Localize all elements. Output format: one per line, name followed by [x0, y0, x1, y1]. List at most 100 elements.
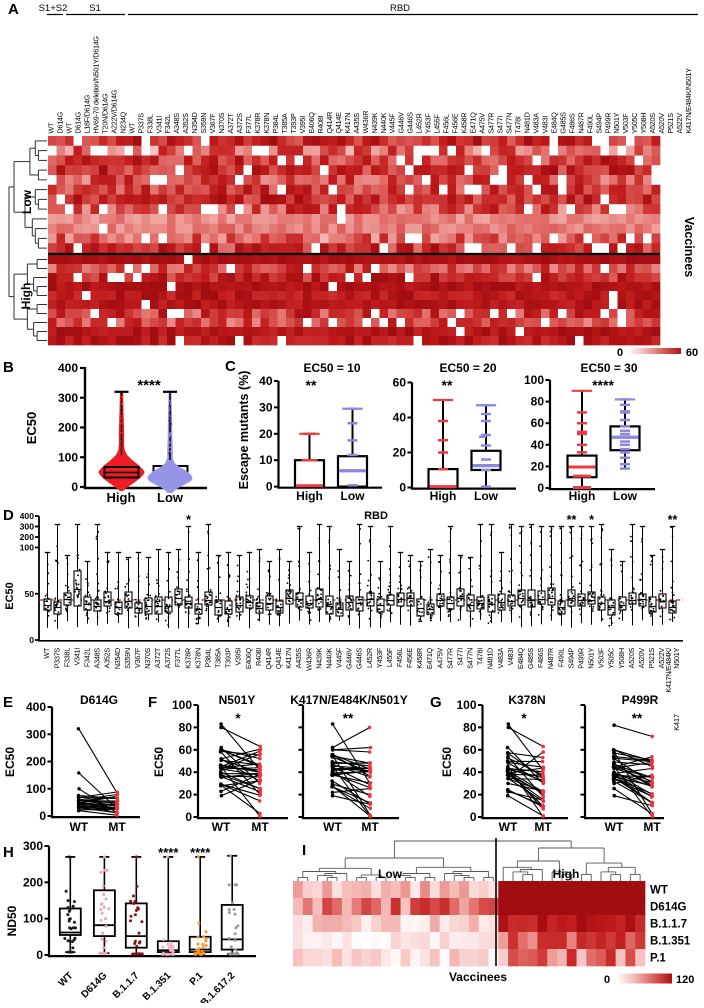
- svg-text:80: 80: [531, 395, 545, 409]
- svg-text:0: 0: [29, 635, 34, 645]
- svg-text:*: *: [521, 711, 527, 726]
- svg-text:100: 100: [23, 912, 43, 926]
- svg-text:K378R: K378R: [183, 648, 192, 669]
- svg-text:N370S: N370S: [217, 112, 226, 133]
- svg-text:EC50: EC50: [3, 747, 17, 777]
- svg-text:S494P: S494P: [566, 648, 575, 669]
- svg-text:80: 80: [463, 720, 477, 734]
- svg-text:300: 300: [58, 391, 78, 405]
- svg-text:100: 100: [524, 373, 544, 387]
- svg-text:100: 100: [456, 698, 476, 712]
- svg-text:V367F: V367F: [133, 647, 142, 668]
- svg-text:K417N: K417N: [284, 648, 293, 669]
- svg-text:T20N/D614G: T20N/D614G: [100, 93, 109, 134]
- svg-text:0: 0: [604, 974, 610, 986]
- svg-text:E471Q: E471Q: [425, 647, 434, 669]
- svg-text:I: I: [302, 842, 306, 859]
- svg-text:P499R: P499R: [603, 113, 612, 134]
- svg-text:L18F/D614G: L18F/D614G: [82, 94, 91, 133]
- svg-text:A348S: A348S: [93, 648, 102, 669]
- svg-text:A352S: A352S: [103, 648, 112, 669]
- svg-text:Q414E: Q414E: [334, 112, 343, 134]
- svg-text:**: **: [567, 513, 577, 527]
- svg-text:40: 40: [259, 374, 273, 388]
- svg-text:Low: Low: [378, 867, 403, 881]
- svg-text:High: High: [553, 867, 580, 881]
- svg-text:A: A: [8, 1, 19, 18]
- svg-text:20: 20: [393, 446, 407, 460]
- svg-text:V483A: V483A: [531, 113, 540, 134]
- svg-text:L452R: L452R: [415, 114, 424, 134]
- svg-text:0: 0: [71, 480, 78, 494]
- svg-text:A520V: A520V: [637, 648, 646, 669]
- svg-text:MT: MT: [643, 820, 661, 834]
- svg-text:W436R: W436R: [304, 648, 313, 671]
- svg-text:WT: WT: [499, 820, 518, 834]
- svg-text:N487R: N487R: [546, 648, 555, 669]
- svg-text:S1+S2: S1+S2: [39, 3, 68, 14]
- svg-text:N481D: N481D: [486, 648, 495, 669]
- svg-text:F338L: F338L: [145, 114, 154, 133]
- svg-text:60: 60: [463, 743, 477, 757]
- svg-text:A520S: A520S: [648, 113, 657, 134]
- svg-text:V503F: V503F: [621, 113, 630, 134]
- svg-text:K417N/E484K/N501Y: K417N/E484K/N501Y: [290, 693, 407, 707]
- svg-text:F377L: F377L: [173, 648, 182, 667]
- svg-text:High: High: [296, 489, 323, 503]
- svg-text:60: 60: [531, 416, 545, 430]
- svg-text:S494P: S494P: [594, 113, 603, 134]
- svg-text:K378N: K378N: [262, 113, 271, 134]
- svg-text:E471Q: E471Q: [469, 112, 478, 134]
- svg-text:Vaccinees: Vaccinees: [449, 970, 507, 984]
- svg-text:F: F: [148, 694, 157, 711]
- svg-text:V483I: V483I: [506, 648, 515, 666]
- svg-text:N501Y: N501Y: [672, 648, 681, 669]
- svg-text:300: 300: [23, 839, 43, 853]
- svg-text:60: 60: [686, 347, 698, 359]
- svg-text:K378R: K378R: [253, 113, 262, 134]
- svg-text:20: 20: [179, 788, 193, 802]
- svg-text:N354D: N354D: [190, 112, 199, 133]
- svg-text:P384L: P384L: [204, 648, 213, 668]
- svg-text:P337S: P337S: [52, 648, 61, 669]
- svg-text:300: 300: [26, 727, 46, 741]
- svg-text:R408I: R408I: [254, 648, 263, 666]
- svg-text:G446S: G446S: [406, 112, 415, 134]
- svg-text:P499R: P499R: [576, 648, 585, 669]
- svg-text:N354D: N354D: [113, 648, 122, 669]
- svg-text:WT: WT: [65, 122, 74, 134]
- svg-text:400: 400: [58, 361, 78, 375]
- svg-text:E406Q: E406Q: [244, 647, 253, 669]
- svg-text:WT: WT: [42, 647, 51, 659]
- svg-text:WT: WT: [650, 885, 668, 897]
- svg-text:120: 120: [676, 974, 694, 986]
- svg-text:300: 300: [20, 522, 35, 532]
- svg-text:Low: Low: [157, 490, 184, 505]
- svg-text:MT: MT: [108, 820, 126, 834]
- svg-text:Y505C: Y505C: [607, 648, 616, 669]
- svg-text:F342L: F342L: [163, 114, 172, 133]
- svg-text:**: **: [442, 377, 453, 393]
- svg-text:P.1: P.1: [650, 953, 666, 965]
- svg-text:A522V: A522V: [675, 113, 684, 134]
- svg-text:**: **: [668, 513, 678, 527]
- svg-text:S1: S1: [89, 3, 101, 14]
- svg-text:A435S: A435S: [352, 113, 361, 134]
- svg-text:High: High: [19, 283, 33, 310]
- svg-text:EC50 = 30: EC50 = 30: [580, 361, 637, 375]
- svg-text:N487R: N487R: [576, 112, 585, 133]
- svg-text:F486S: F486S: [536, 648, 545, 668]
- svg-text:100: 100: [26, 782, 46, 796]
- svg-text:T385A: T385A: [280, 113, 289, 133]
- svg-text:*: *: [186, 513, 191, 527]
- svg-text:Q414E: Q414E: [274, 648, 283, 670]
- svg-text:K458R: K458R: [460, 113, 469, 134]
- svg-text:20: 20: [463, 788, 477, 802]
- svg-text:P384L: P384L: [271, 114, 280, 134]
- svg-text:0: 0: [39, 809, 46, 823]
- svg-text:ND50: ND50: [5, 905, 19, 936]
- svg-text:W436R: W436R: [361, 111, 370, 134]
- svg-text:Q414R: Q414R: [325, 112, 334, 134]
- svg-text:0: 0: [470, 810, 477, 824]
- svg-text:F490L: F490L: [556, 648, 565, 667]
